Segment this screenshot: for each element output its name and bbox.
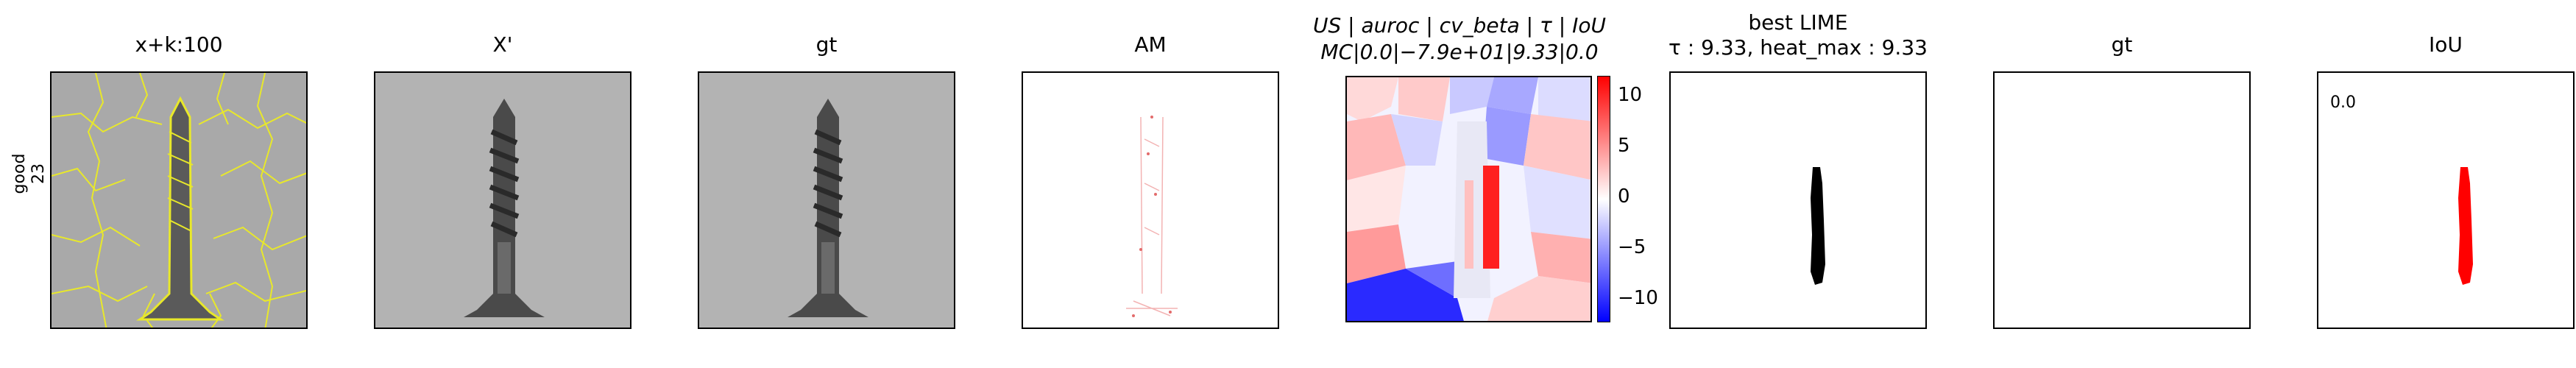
panel-ground-truth-image [698,71,955,329]
superpixel-image [52,73,306,328]
panel-superpixel-overlay [50,71,308,329]
colorbar-tick-0: 0 [1618,185,1630,208]
anomaly-map [1023,73,1278,328]
screw-shape [136,96,224,321]
screw-shape [788,99,868,317]
screw-shape [464,99,545,317]
row-label: good 23 [10,130,49,218]
panel-title-us-line1: US | auroc | cv_beta | τ | IoU [1313,13,1606,38]
panel-title-am: AM [1134,32,1167,57]
ground-truth-mask [1995,73,2249,328]
panel-input-image [374,71,631,329]
panel-lime-heatmap [1345,76,1592,322]
panel-iou: 0.0 [2317,71,2575,329]
panel-ground-truth-mask [1993,71,2251,329]
panel-title-xprime: X' [492,32,513,57]
panel-anomaly-map [1022,71,1279,329]
best-lime-mask [1671,73,1925,328]
colorbar-tick-neg10: −10 [1618,287,1658,309]
iou-value: 0.0 [2330,93,2356,112]
lime-heatmap [1347,77,1590,321]
colorbar-tick-5: 5 [1618,135,1630,157]
panel-title-gt-mask: gt [2111,32,2133,57]
panel-title-gt: gt [815,32,838,57]
iou-mask [2318,73,2573,328]
superpixel-contours [52,73,306,328]
colorbar-tick-10: 10 [1618,84,1643,106]
panel-title-best-lime-params: τ : 9.33, heat_max : 9.33 [1669,35,1928,60]
panel-title-best-lime: best LIME [1748,10,1848,35]
row-label-class: good [10,153,29,194]
panel-best-lime-mask [1669,71,1927,329]
colorbar [1597,76,1610,322]
colorbar-tick-neg5: −5 [1618,236,1646,258]
panel-title-iou: IoU [2429,32,2463,57]
panel-title-us-line2: MC|0.0|−7.9e+01|9.33|0.0 [1320,40,1599,64]
panel-title-xk: x+k:100 [135,32,223,57]
row-label-index: 23 [29,163,48,184]
screw-image [699,73,954,328]
screw-image [375,73,630,328]
